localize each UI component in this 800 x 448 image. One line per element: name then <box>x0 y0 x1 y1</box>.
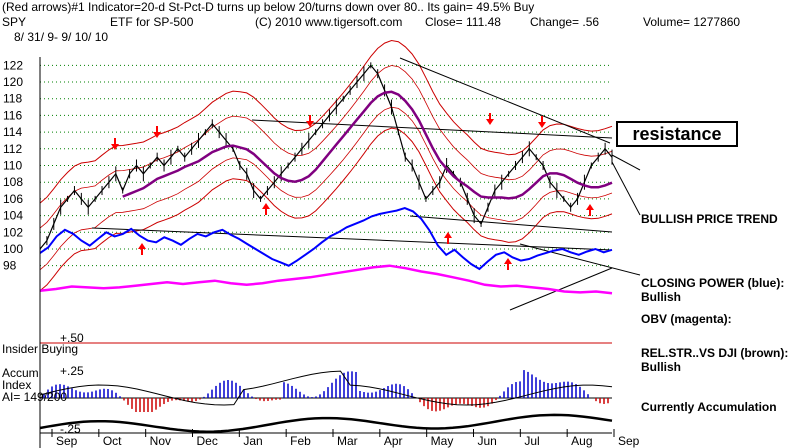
y-tick-label: 116 <box>3 108 22 122</box>
ma-line <box>122 90 613 200</box>
moving-average <box>122 90 613 200</box>
price-line <box>39 64 613 250</box>
plus50-label: +.50 <box>60 331 84 345</box>
obv-label: OBV (magenta): <box>641 312 732 326</box>
trend-line <box>519 243 641 276</box>
x-axis: Sep Oct Nov Dec Jan Feb Mar Apr May Jun Jul Aug Sep <box>39 57 640 448</box>
accum-status: Currently Accumulation <box>641 400 777 414</box>
obv-line <box>39 264 613 295</box>
closing-power-status: Bullish <box>641 290 682 304</box>
y-tick-label: 112 <box>3 142 22 156</box>
trend-line <box>91 227 613 251</box>
indicator-header: (Red arrows)#1 Indicator=20-d St-Pct-D t… <box>2 0 535 14</box>
closing-power-label: CLOSING POWER (blue): <box>641 276 785 290</box>
y-tick-label: 120 <box>3 75 23 89</box>
bollinger-bands <box>39 39 613 292</box>
trend-line <box>611 154 641 171</box>
plus25-label: +.25 <box>60 364 84 378</box>
y-tick-label: 106 <box>3 192 23 206</box>
buy-arrow <box>262 203 270 215</box>
sell-arrow <box>538 116 546 128</box>
sell-arrow <box>153 126 161 138</box>
relstr-label: REL.STR..VS DJI (brown): <box>641 346 789 360</box>
change-value: Change= .56 <box>530 15 600 29</box>
trend-line <box>611 161 641 216</box>
buy-arrow <box>586 204 594 216</box>
copyright: (C) 2010 www.tigersoft.com <box>255 15 403 29</box>
trend-lines <box>91 57 641 311</box>
y-tick-label: 98 <box>3 259 17 273</box>
insider-label: Insider Buying <box>2 342 79 356</box>
closing-power-path <box>39 207 613 271</box>
x-tick-label: Jul <box>524 434 539 448</box>
y-tick-label: 102 <box>3 225 23 239</box>
accum-ma <box>39 370 613 406</box>
index-label: Index <box>2 378 32 392</box>
buy-arrow <box>504 258 512 270</box>
relstr-status: Bullish <box>641 360 682 374</box>
band-line <box>39 65 613 229</box>
x-tick-label: Feb <box>290 434 311 448</box>
x-tick-label: Nov <box>150 434 171 448</box>
y-tick-label: 104 <box>3 209 23 223</box>
price-grid <box>40 64 612 267</box>
x-tick-label: Mar <box>337 434 358 448</box>
y-tick-label: 110 <box>3 159 22 173</box>
date-range: 8/ 31/ 9- 9/ 10/ 10 <box>14 30 109 44</box>
relstr-line <box>39 413 613 433</box>
buy-arrow <box>444 232 452 244</box>
x-tick-label: Apr <box>384 434 403 448</box>
volume-value: Volume= 1277860 <box>643 15 741 29</box>
accum-label: Accum <box>2 366 39 380</box>
minus25-label: -.25 <box>60 422 81 436</box>
y-tick-label: 108 <box>3 175 23 189</box>
x-tick-label: Aug <box>571 434 592 448</box>
x-tick-label: Sep <box>56 434 78 448</box>
x-tick-label: Sep <box>618 434 640 448</box>
x-tick-label: Jan <box>243 434 262 448</box>
obv-path <box>39 264 613 295</box>
sell-arrow <box>486 113 494 125</box>
signal-arrows <box>111 113 594 270</box>
band-line <box>39 106 613 271</box>
x-tick-label: May <box>431 434 454 448</box>
resistance-label: resistance <box>616 121 738 147</box>
band-line <box>39 39 613 204</box>
bullish-trend-label: BULLISH PRICE TREND <box>641 212 778 226</box>
buy-arrow <box>138 243 146 255</box>
accumulation-panel <box>39 342 613 433</box>
trend-line <box>399 57 611 144</box>
etf-desc: ETF for SP-500 <box>110 15 194 29</box>
x-tick-label: Jun <box>478 434 497 448</box>
y-tick-label: 100 <box>3 242 23 256</box>
closing-power-line <box>39 207 613 271</box>
sell-arrow <box>111 138 119 150</box>
y-axis-ticks: 98 100 102 104 106 108 110 112 114 116 118 120 122 <box>3 58 23 272</box>
price-bars <box>39 62 613 252</box>
ai-label: AI= 149/200 <box>2 390 68 404</box>
trend-line <box>509 267 613 311</box>
sell-arrow <box>306 115 314 127</box>
y-tick-label: 122 <box>3 58 23 72</box>
y-tick-label: 114 <box>3 125 22 139</box>
ticker: SPY <box>2 15 27 29</box>
trend-line <box>409 215 613 233</box>
close-value: Close= 111.48 <box>425 15 501 29</box>
x-tick-label: Oct <box>103 434 122 448</box>
x-tick-label: Dec <box>197 434 218 448</box>
y-tick-label: 118 <box>3 92 22 106</box>
